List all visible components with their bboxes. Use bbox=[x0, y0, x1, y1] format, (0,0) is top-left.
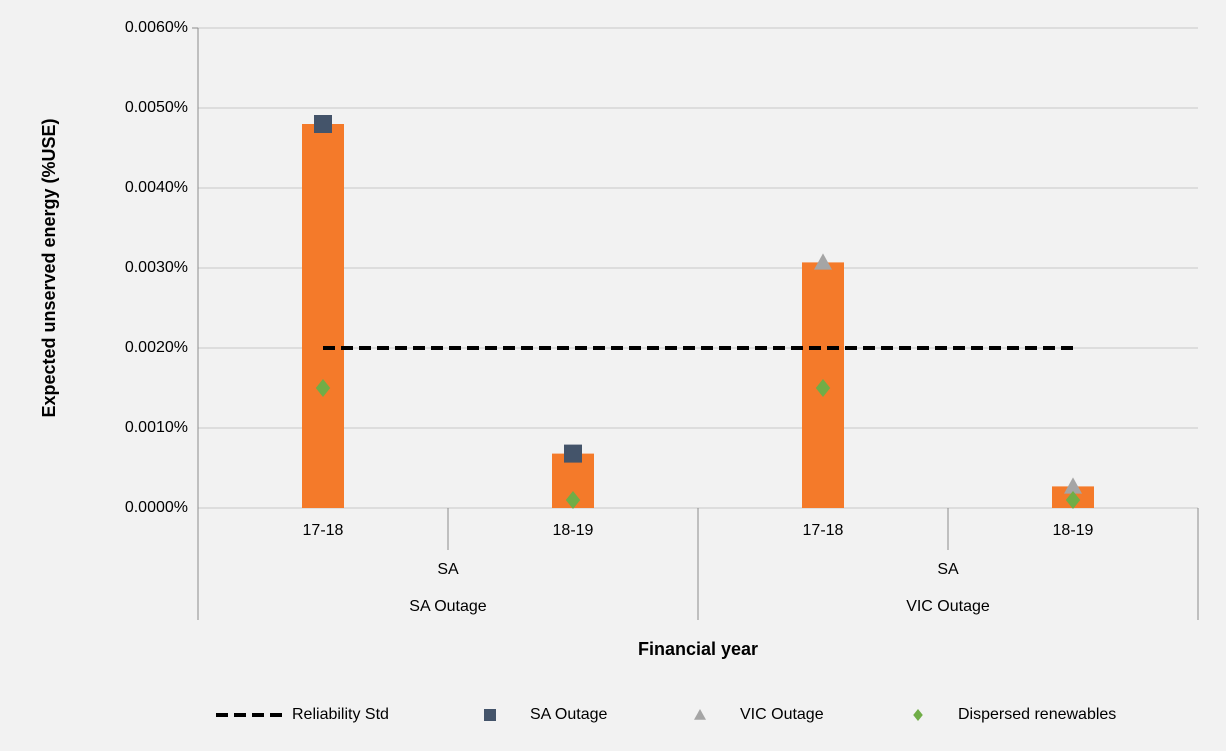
x-tick-label: 18-19 bbox=[553, 522, 594, 539]
x-axis-title: Financial year bbox=[638, 639, 758, 659]
group-label: SA bbox=[437, 561, 459, 578]
y-tick-label: 0.0030% bbox=[125, 259, 188, 276]
y-tick-label: 0.0050% bbox=[125, 99, 188, 116]
diamond-marker bbox=[1065, 491, 1081, 509]
legend-label: Dispersed renewables bbox=[958, 706, 1116, 723]
group-label: VIC Outage bbox=[906, 598, 990, 615]
y-tick-label: 0.0020% bbox=[125, 339, 188, 356]
y-tick-label: 0.0060% bbox=[125, 19, 188, 36]
group-label: SA Outage bbox=[409, 598, 486, 615]
y-axis-title: Expected unserved energy (%USE) bbox=[39, 118, 59, 417]
x-tick-label: 17-18 bbox=[303, 522, 344, 539]
bar bbox=[302, 124, 344, 508]
diamond-marker bbox=[815, 379, 831, 397]
square-marker bbox=[314, 115, 332, 133]
y-tick-label: 0.0010% bbox=[125, 419, 188, 436]
y-tick-label: 0.0000% bbox=[125, 499, 188, 516]
legend-label: VIC Outage bbox=[740, 706, 824, 723]
diamond-marker bbox=[565, 491, 581, 509]
triangle-marker bbox=[814, 253, 832, 270]
square-marker bbox=[564, 444, 582, 463]
square-marker bbox=[484, 709, 496, 721]
legend-label: Reliability Std bbox=[292, 706, 389, 723]
group-label: SA bbox=[937, 561, 959, 578]
triangle-marker bbox=[694, 709, 706, 720]
x-tick-label: 17-18 bbox=[803, 522, 844, 539]
diamond-marker bbox=[913, 709, 923, 721]
diamond-marker bbox=[315, 379, 331, 397]
triangle-marker bbox=[1064, 477, 1082, 494]
x-tick-label: 18-19 bbox=[1053, 522, 1094, 539]
legend-label: SA Outage bbox=[530, 706, 607, 723]
y-tick-label: 0.0040% bbox=[125, 179, 188, 196]
